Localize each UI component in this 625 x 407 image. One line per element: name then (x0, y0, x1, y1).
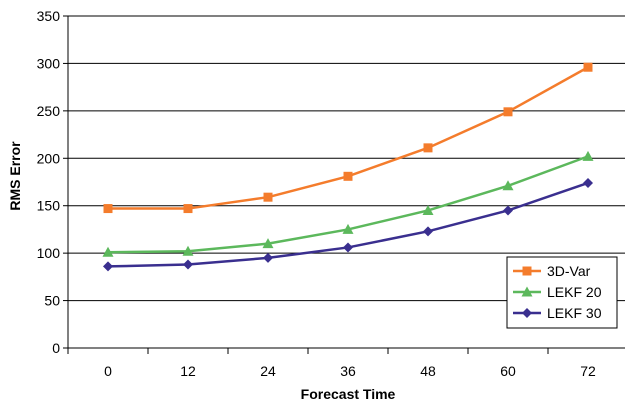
data-point-lekf-20 (582, 150, 594, 161)
data-point-3d-var (583, 62, 593, 72)
legend-label-3d-var: 3D-Var (547, 263, 591, 279)
x-tick-label: 72 (580, 363, 596, 379)
y-tick-label: 150 (37, 198, 61, 214)
data-point-lekf-30 (423, 226, 433, 237)
data-point-3d-var (263, 192, 273, 202)
data-point-lekf-30 (503, 205, 513, 216)
x-tick-label: 60 (500, 363, 516, 379)
data-point-lekf-30 (183, 259, 193, 270)
series-line-lekf-20 (107, 155, 589, 254)
y-tick-label: 250 (37, 103, 61, 119)
series-lekf-20 (102, 150, 594, 257)
y-tick-label: 50 (44, 293, 60, 309)
data-point-3d-var (503, 107, 513, 117)
y-axis-title: RMS Error (7, 141, 23, 211)
x-tick-labels: 0 12 24 36 48 60 72 (104, 363, 596, 379)
legend-marker-lekf-30 (522, 308, 532, 318)
x-tick-label: 48 (420, 363, 436, 379)
data-point-lekf-20 (102, 246, 114, 257)
axes (63, 15, 625, 354)
data-point-lekf-30 (263, 252, 273, 263)
data-point-lekf-30 (583, 177, 593, 188)
legend-marker-3d-var (522, 266, 532, 276)
x-tick-label: 0 (104, 363, 112, 379)
x-tick-label: 12 (180, 363, 196, 379)
y-tick-labels: 0 50 100 150 200 250 300 350 (37, 8, 61, 356)
y-tick-label: 100 (37, 245, 61, 261)
y-tick-label: 300 (37, 55, 61, 71)
y-tick-label: 200 (37, 150, 61, 166)
y-tick-label: 0 (52, 340, 60, 356)
series-group (102, 62, 594, 272)
x-tick-label: 24 (260, 363, 276, 379)
data-point-lekf-20 (182, 245, 194, 256)
gridlines (68, 15, 625, 302)
data-point-lekf-30 (343, 242, 353, 253)
legend-marker-lekf-20 (521, 286, 533, 297)
x-axis-title: Forecast Time (301, 386, 396, 402)
data-point-lekf-20 (262, 238, 274, 249)
x-tick-label: 36 (340, 363, 356, 379)
series-3d-var (103, 62, 593, 214)
series-line-3d-var (108, 66, 589, 210)
series-lekf-30 (103, 177, 593, 272)
y-tick-label: 350 (37, 8, 61, 24)
data-point-3d-var (423, 143, 433, 153)
data-point-3d-var (183, 204, 193, 214)
data-point-lekf-20 (342, 223, 354, 234)
legend-label-lekf-20: LEKF 20 (547, 284, 602, 300)
data-point-3d-var (343, 171, 353, 181)
legend: 3D-Var LEKF 20 LEKF 30 (506, 256, 618, 329)
data-point-3d-var (103, 204, 113, 214)
data-point-lekf-20 (502, 180, 514, 191)
data-point-lekf-30 (103, 261, 113, 272)
legend-label-lekf-30: LEKF 30 (547, 305, 602, 321)
data-point-lekf-20 (422, 204, 434, 215)
